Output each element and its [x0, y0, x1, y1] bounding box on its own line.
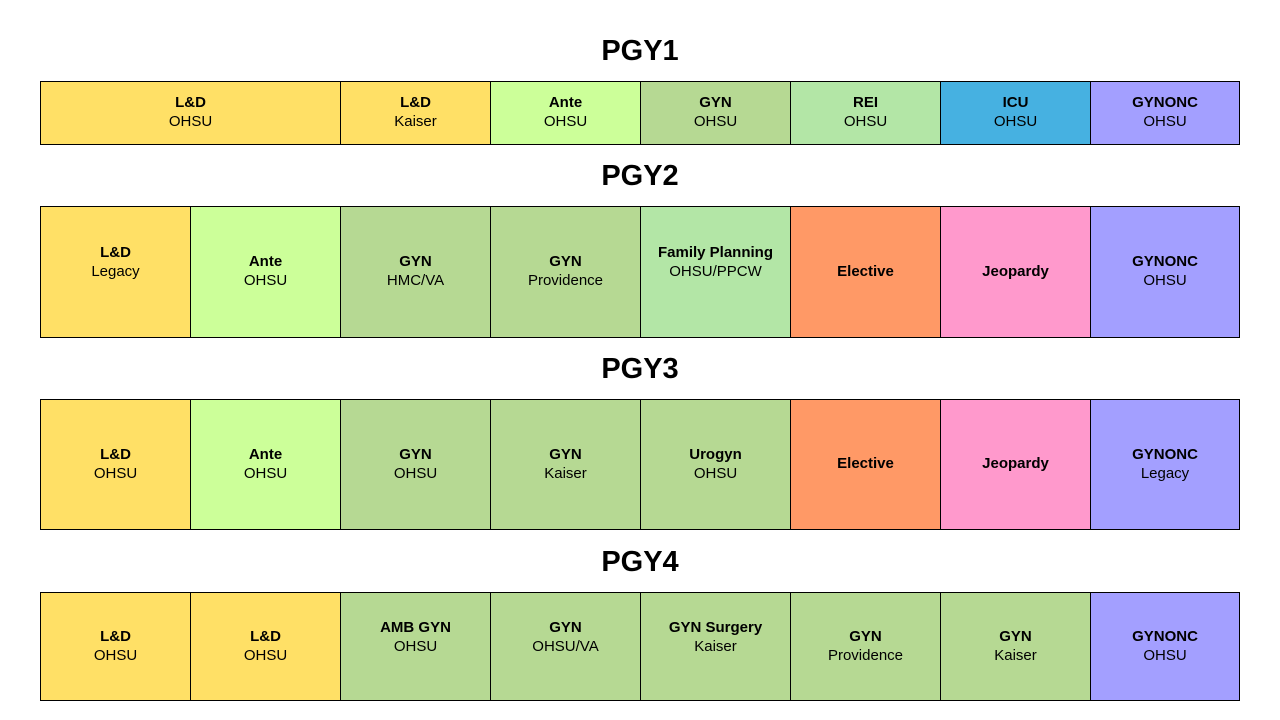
- rotation-name: Ante: [248, 253, 283, 270]
- rotation-name: GYNONC: [1132, 445, 1198, 463]
- rotation-block: Elective: [790, 207, 940, 337]
- rotation-block: Family Planning OHSU/PPCW: [640, 207, 790, 337]
- rotation-block: GYNONC Legacy: [1090, 400, 1240, 529]
- rotation-block: Urogyn OHSU: [640, 400, 790, 529]
- rotation-block: GYN OHSU/VA: [490, 593, 640, 700]
- rotation-name: REI: [852, 94, 878, 111]
- rotation-name: GYN: [699, 94, 732, 111]
- rotation-block: ICU OHSU: [940, 82, 1090, 144]
- rotation-site: OHSU/PPCW: [669, 263, 762, 280]
- rotation-block: Ante OHSU: [490, 82, 640, 144]
- rotation-site: Legacy: [91, 263, 140, 280]
- rotation-site: Kaiser: [994, 646, 1037, 664]
- rotation-block: Jeopardy: [940, 400, 1090, 529]
- rotation-block: GYN Kaiser: [490, 400, 640, 529]
- rotation-name: Jeopardy: [982, 455, 1049, 472]
- rotation-name: GYNONC: [1132, 94, 1198, 111]
- rotation-site: OHSU: [1143, 272, 1187, 289]
- rotation-site: OHSU: [393, 638, 438, 655]
- pgy2-title: PGY2: [601, 160, 679, 192]
- rotation-block: Ante OHSU: [190, 400, 340, 529]
- rotation-site: HMC/VA: [386, 272, 445, 289]
- pgy1-rotation-row: L&D OHSU L&D Kaiser Ante OHSU GYN OHSU R…: [40, 81, 1240, 145]
- rotation-name: GYN: [849, 627, 882, 645]
- rotation-block: L&D OHSU: [190, 593, 340, 700]
- rotation-block: GYN OHSU: [640, 82, 790, 144]
- rotation-name: Elective: [837, 455, 894, 472]
- rotation-block: L&D Legacy: [40, 207, 190, 337]
- rotation-block: GYN Kaiser: [940, 593, 1090, 700]
- rotation-site: OHSU: [993, 113, 1038, 130]
- rotation-block: Ante OHSU: [190, 207, 340, 337]
- rotation-block: L&D OHSU: [40, 400, 190, 529]
- rotation-site: OHSU: [693, 464, 738, 482]
- rotation-site: OHSU: [243, 646, 288, 664]
- rotation-block: GYN Surgery Kaiser: [640, 593, 790, 700]
- rotation-name: AMB GYN: [380, 619, 451, 636]
- rotation-name: Jeopardy: [982, 262, 1049, 280]
- rotation-site: OHSU: [693, 113, 738, 130]
- rotation-site: Legacy: [1140, 464, 1190, 482]
- rotation-name: L&D: [175, 94, 206, 111]
- rotation-block: GYNONC OHSU: [1090, 207, 1240, 337]
- rotation-name: L&D: [100, 627, 131, 645]
- rotation-site: OHSU: [243, 464, 288, 482]
- rotation-name: GYN: [549, 445, 582, 463]
- rotation-name: ICU: [1002, 94, 1029, 111]
- rotation-block: L&D OHSU: [40, 82, 340, 144]
- pgy4-title: PGY4: [601, 546, 679, 578]
- rotation-site: OHSU: [93, 464, 138, 482]
- pgy1-title: PGY1: [601, 35, 679, 67]
- rotation-name: GYN: [999, 627, 1032, 645]
- rotation-name: GYN: [399, 253, 432, 270]
- rotation-site: Kaiser: [394, 113, 437, 130]
- rotation-name: Ante: [248, 445, 283, 463]
- rotation-name: L&D: [100, 445, 131, 463]
- rotation-name: GYN: [549, 253, 582, 270]
- rotation-site: OHSU: [168, 113, 213, 130]
- rotation-site: OHSU: [393, 464, 438, 482]
- pgy3-title: PGY3: [601, 353, 679, 385]
- rotation-name: Ante: [548, 94, 583, 111]
- rotation-name: GYNONC: [1132, 253, 1198, 270]
- pgy2-rotation-row: L&D Legacy Ante OHSU GYN HMC/VA GYN Prov…: [40, 206, 1240, 338]
- rotation-block: Elective: [790, 400, 940, 529]
- rotation-block: REI OHSU: [790, 82, 940, 144]
- rotation-block: GYN HMC/VA: [340, 207, 490, 337]
- rotation-block: AMB GYN OHSU: [340, 593, 490, 700]
- rotation-name: Elective: [837, 262, 894, 280]
- rotation-name: L&D: [400, 94, 431, 111]
- rotation-site: Kaiser: [694, 638, 737, 655]
- rotation-site: Providence: [827, 646, 904, 664]
- rotation-block: GYN Providence: [790, 593, 940, 700]
- pgy4-rotation-row: L&D OHSU L&D OHSU AMB GYN OHSU GYN OHSU/…: [40, 592, 1240, 701]
- rotation-name: Urogyn: [689, 445, 742, 463]
- rotation-block: GYNONC OHSU: [1090, 593, 1240, 700]
- rotation-block: GYNONC OHSU: [1090, 82, 1240, 144]
- rotation-site: OHSU: [1143, 646, 1187, 664]
- rotation-site: OHSU/VA: [532, 638, 599, 655]
- rotation-block: GYN Providence: [490, 207, 640, 337]
- rotation-name: GYN Surgery: [668, 619, 763, 636]
- rotation-site: OHSU: [93, 646, 138, 664]
- rotation-name: L&D: [250, 627, 281, 645]
- rotation-block: Jeopardy: [940, 207, 1090, 337]
- rotation-site: Providence: [527, 272, 604, 289]
- rotation-name: Family Planning: [657, 244, 774, 261]
- rotation-block: L&D Kaiser: [340, 82, 490, 144]
- rotation-site: OHSU: [1143, 113, 1187, 130]
- rotation-site: Kaiser: [544, 464, 587, 482]
- rotation-block: GYN OHSU: [340, 400, 490, 529]
- rotation-name: GYN: [549, 619, 582, 636]
- rotation-name: L&D: [100, 244, 131, 261]
- pgy3-rotation-row: L&D OHSU Ante OHSU GYN OHSU GYN Kaiser U…: [40, 399, 1240, 530]
- rotation-site: OHSU: [543, 113, 588, 130]
- rotation-name: GYN: [399, 445, 432, 463]
- rotation-block: L&D OHSU: [40, 593, 190, 700]
- rotation-site: OHSU: [243, 272, 288, 289]
- rotation-site: OHSU: [843, 113, 888, 130]
- rotation-name: GYNONC: [1132, 627, 1198, 645]
